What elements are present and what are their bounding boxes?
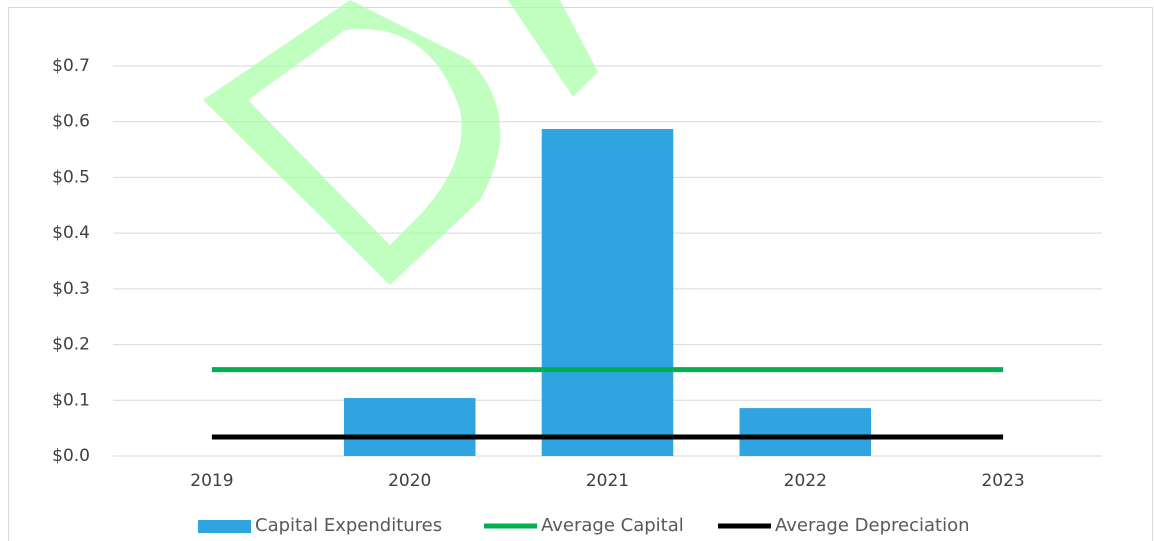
y-tick-label: $0.2	[52, 335, 90, 355]
watermark	[203, 0, 598, 285]
bar	[541, 128, 674, 456]
y-tick-label: $0.1	[52, 390, 90, 410]
y-tick-label: $0.6	[52, 112, 90, 132]
bar	[739, 408, 872, 456]
x-tick-label: 2019	[190, 471, 233, 491]
y-tick-label: $0.7	[52, 56, 90, 76]
y-tick-label: $0.4	[52, 223, 90, 243]
legend-label: Average Capital	[541, 515, 684, 536]
y-tick-label: $0.0	[52, 446, 90, 466]
y-tick-label: $0.3	[52, 279, 90, 299]
bar	[343, 398, 476, 456]
y-tick-label: $0.5	[52, 167, 90, 187]
legend-label: Average Depreciation	[775, 515, 969, 536]
legend-swatch	[198, 520, 251, 533]
legend-label: Capital Expenditures	[255, 515, 442, 536]
plot-area: $0.0 $0.1 $0.2 $0.3 $0.4 $0.5 $0.6 $0.7 2019 2020…	[52, 56, 1102, 491]
x-tick-label: 2023	[981, 471, 1024, 491]
x-tick-label: 2020	[388, 471, 431, 491]
x-tick-label: 2021	[586, 471, 629, 491]
x-tick-label: 2022	[784, 471, 827, 491]
